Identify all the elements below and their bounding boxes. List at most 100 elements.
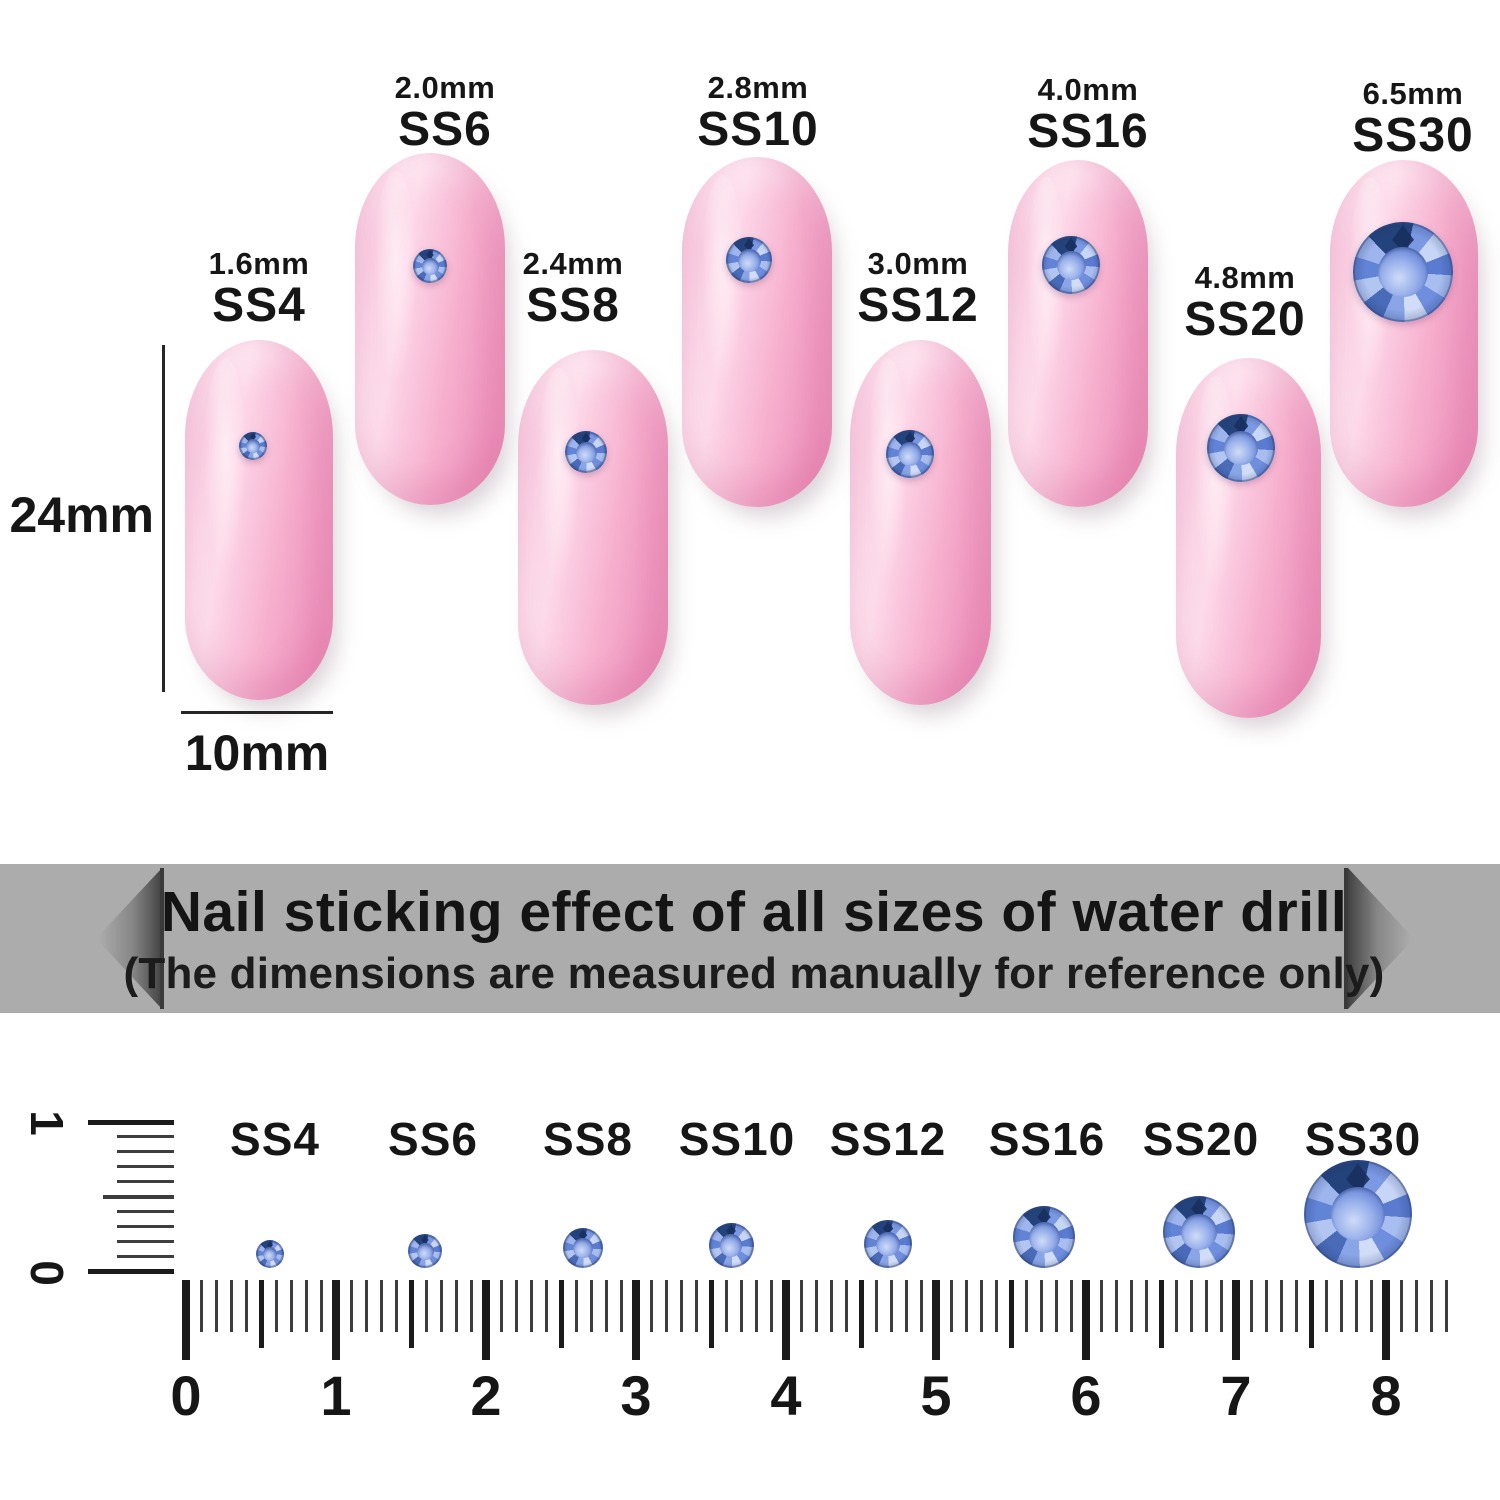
ss-size-text: SS20 bbox=[1184, 293, 1306, 346]
ss-size-text: SS6 bbox=[398, 103, 492, 156]
ruler-minor-tick bbox=[769, 1280, 773, 1332]
ss-size-text: SS30 bbox=[1352, 109, 1474, 162]
rhinestone-on-nail-ss4 bbox=[239, 432, 267, 460]
size-label-ss16: SS16 bbox=[988, 1113, 1106, 1165]
ruler-minor-tick bbox=[1294, 1280, 1298, 1332]
ruler-minor-tick bbox=[1129, 1280, 1133, 1332]
ruler-number-8: 8 bbox=[1370, 1364, 1402, 1427]
ruler-number-2: 2 bbox=[470, 1364, 502, 1427]
size-label-ss6: SS6 bbox=[388, 1113, 478, 1165]
ruler-minor-tick bbox=[304, 1280, 308, 1332]
size-label-ss4: SS4 bbox=[230, 1113, 320, 1165]
nail-photo-ss8 bbox=[518, 350, 668, 705]
ruler-minor-tick bbox=[364, 1280, 368, 1332]
rhinestone-on-nail-ss12 bbox=[886, 430, 934, 478]
nail-size-label-ss12: 3.0mm SS12 bbox=[808, 248, 1028, 330]
ruler-minor-tick bbox=[844, 1280, 848, 1332]
ruler-minor-tick bbox=[994, 1280, 998, 1332]
ruler-major-tick bbox=[332, 1280, 340, 1360]
ruler-half-tick bbox=[1158, 1280, 1164, 1348]
ruler-minor-tick bbox=[544, 1280, 548, 1332]
ruler-minor-tick bbox=[1264, 1280, 1268, 1332]
ruler-number-1: 1 bbox=[320, 1364, 352, 1427]
ruler-number-7: 7 bbox=[1220, 1364, 1252, 1427]
ruler-minor-tick bbox=[1369, 1280, 1373, 1332]
banner-title: Nail sticking effect of all sizes of wat… bbox=[160, 879, 1348, 944]
ruler-minor-tick bbox=[904, 1280, 908, 1332]
vertical-ruler-minor-tick bbox=[117, 1240, 174, 1243]
ruler-number-5: 5 bbox=[920, 1364, 952, 1427]
ruler-number-6: 6 bbox=[1070, 1364, 1102, 1427]
mm-size-text: 3.0mm bbox=[867, 246, 969, 281]
ruler-half-tick bbox=[258, 1280, 264, 1348]
mm-size-text: 2.0mm bbox=[394, 70, 496, 105]
ruler-half-tick bbox=[1008, 1280, 1014, 1348]
nail-photo-ss10 bbox=[682, 157, 832, 507]
ruler-minor-tick bbox=[649, 1280, 653, 1332]
rhinestone-on-nail-ss8 bbox=[565, 431, 607, 473]
rhinestone-on-nail-ss6 bbox=[413, 249, 447, 283]
vertical-ruler-minor-tick bbox=[117, 1165, 174, 1168]
ruler-major-tick bbox=[1382, 1280, 1390, 1360]
vertical-ruler-number: 1 bbox=[20, 1110, 73, 1136]
ruler-minor-tick bbox=[1174, 1280, 1178, 1332]
ruler-minor-tick bbox=[529, 1280, 533, 1332]
ruler-minor-tick bbox=[604, 1280, 608, 1332]
ruler-minor-tick bbox=[1354, 1280, 1358, 1332]
mm-size-text: 4.8mm bbox=[1194, 260, 1296, 295]
width-dimension-line bbox=[181, 711, 333, 714]
ruler-minor-tick bbox=[499, 1280, 503, 1332]
ruler-minor-tick bbox=[424, 1280, 428, 1332]
ss-size-text: SS8 bbox=[526, 279, 620, 332]
ruler-minor-tick bbox=[799, 1280, 803, 1332]
rhinestone-sample-ss10 bbox=[708, 1223, 754, 1268]
ruler-minor-tick bbox=[439, 1280, 443, 1332]
ruler-minor-tick bbox=[469, 1280, 473, 1332]
rhinestone-sample-ss16 bbox=[1013, 1206, 1075, 1268]
ruler-minor-tick bbox=[454, 1280, 458, 1332]
nail-height-label: 24mm bbox=[9, 487, 154, 543]
ruler-minor-tick bbox=[964, 1280, 968, 1332]
ruler-minor-tick bbox=[1204, 1280, 1208, 1332]
ruler-number-4: 4 bbox=[770, 1364, 802, 1427]
ruler-minor-tick bbox=[289, 1280, 293, 1332]
ruler-major-tick bbox=[182, 1280, 190, 1360]
vertical-ruler-number: 0 bbox=[20, 1260, 73, 1286]
ruler-minor-tick bbox=[1249, 1280, 1253, 1332]
vertical-ruler-half-tick bbox=[103, 1195, 174, 1199]
nail-photo-ss12 bbox=[850, 340, 991, 705]
ruler-minor-tick bbox=[379, 1280, 383, 1332]
nail-size-label-ss20: 4.8mm SS20 bbox=[1135, 262, 1355, 344]
ruler-major-tick bbox=[632, 1280, 640, 1360]
vertical-ruler-minor-tick bbox=[117, 1255, 174, 1258]
ruler-minor-tick bbox=[1189, 1280, 1193, 1332]
ruler-major-tick bbox=[1082, 1280, 1090, 1360]
ruler-minor-tick bbox=[349, 1280, 353, 1332]
ruler-minor-tick bbox=[739, 1280, 743, 1332]
rhinestone-sample-ss12 bbox=[864, 1220, 912, 1268]
mm-size-text: 2.8mm bbox=[707, 70, 809, 105]
ruler-minor-tick bbox=[1144, 1280, 1148, 1332]
size-label-ss10: SS10 bbox=[678, 1113, 796, 1165]
ruler-minor-tick bbox=[979, 1280, 983, 1332]
ruler-minor-tick bbox=[889, 1280, 893, 1332]
nail-size-label-ss30: 6.5mm SS30 bbox=[1303, 78, 1500, 160]
nail-photo-ss6 bbox=[355, 153, 505, 505]
ruler-minor-tick bbox=[589, 1280, 593, 1332]
nail-photo-ss4 bbox=[185, 340, 333, 700]
rhinestone-sample-ss8 bbox=[563, 1228, 603, 1268]
ruler-minor-tick bbox=[949, 1280, 953, 1332]
ruler-major-tick bbox=[782, 1280, 790, 1360]
ruler-minor-tick bbox=[214, 1280, 218, 1332]
ruler-minor-tick bbox=[814, 1280, 818, 1332]
ruler-minor-tick bbox=[1399, 1280, 1403, 1332]
rhinestone-sample-ss20 bbox=[1163, 1196, 1235, 1268]
ruler-minor-tick bbox=[664, 1280, 668, 1332]
ruler-minor-tick bbox=[514, 1280, 518, 1332]
nail-size-label-ss4: 1.6mm SS4 bbox=[149, 248, 369, 330]
nail-photo-ss16 bbox=[1008, 160, 1148, 507]
ss-size-text: SS10 bbox=[697, 103, 819, 156]
rhinestone-sample-ss4 bbox=[256, 1240, 284, 1268]
ruler-half-tick bbox=[858, 1280, 864, 1348]
